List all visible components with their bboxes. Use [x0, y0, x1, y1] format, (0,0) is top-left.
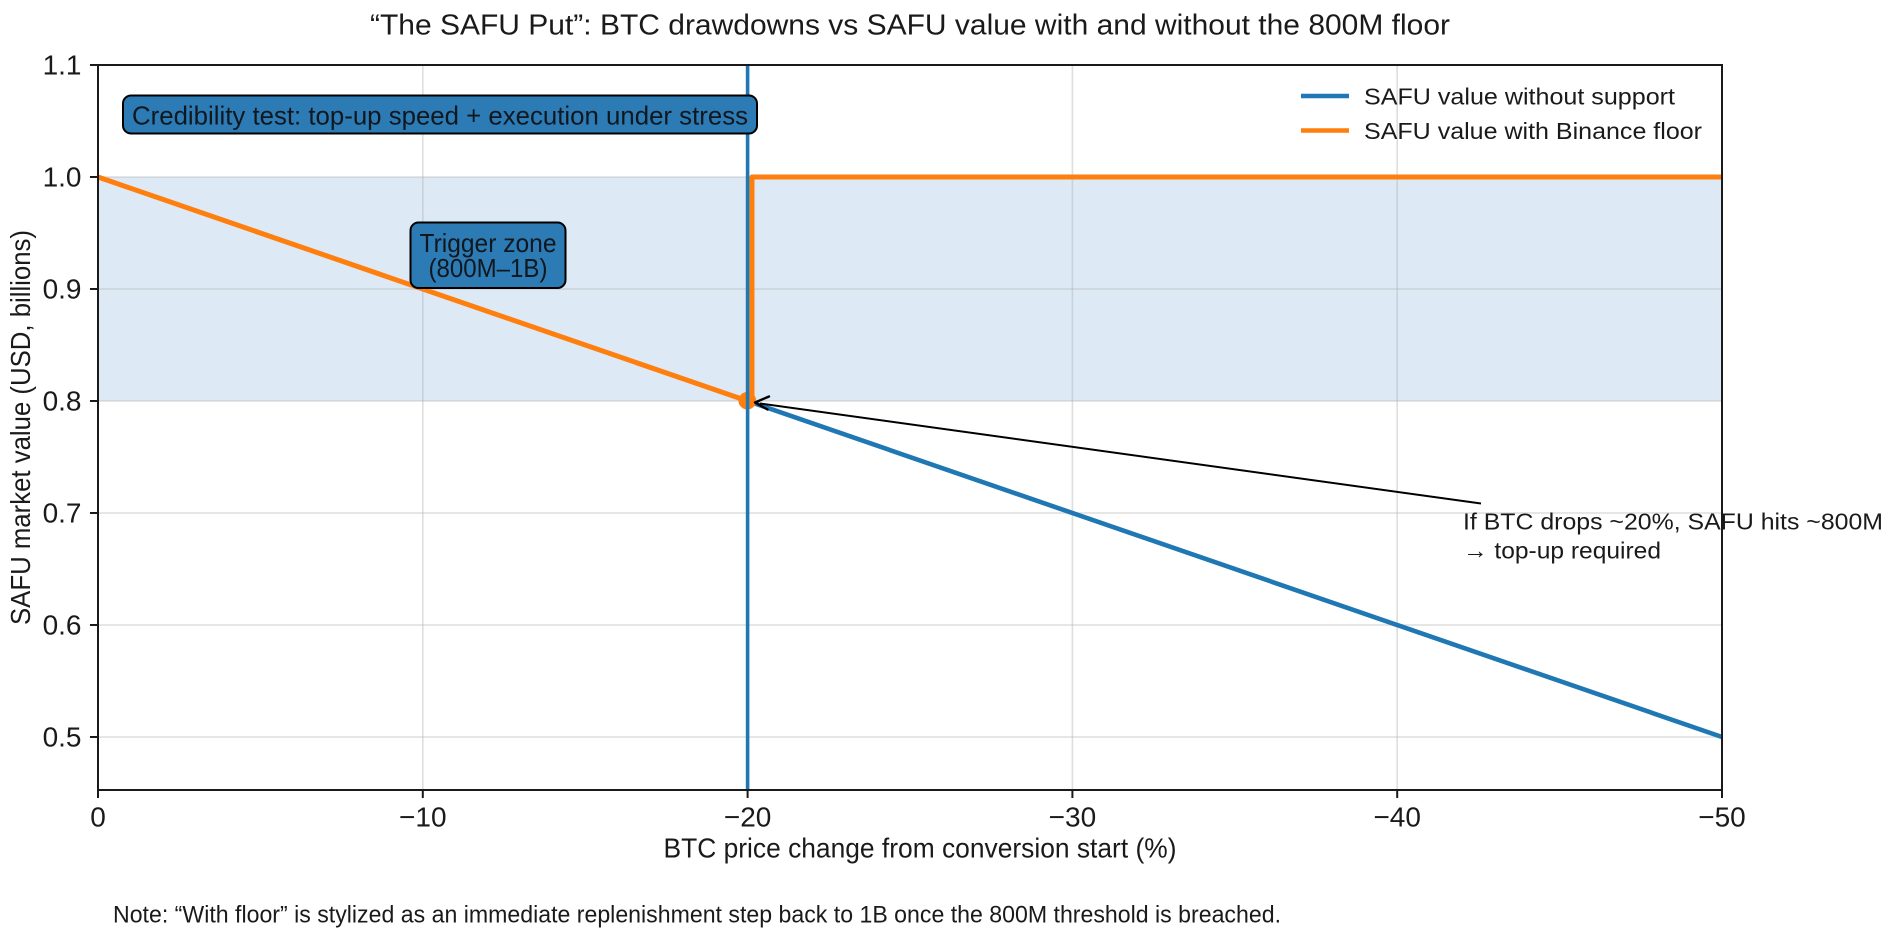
svg-text:Note: “With floor” is stylized: Note: “With floor” is stylized as an imm… [113, 902, 1281, 929]
svg-text:→ top-up required: → top-up required [1463, 538, 1661, 564]
svg-text:0.5: 0.5 [43, 722, 82, 753]
svg-text:0.7: 0.7 [43, 498, 82, 529]
svg-text:SAFU market value (USD, billio: SAFU market value (USD, billions) [5, 230, 36, 625]
svg-text:0: 0 [90, 802, 106, 833]
svg-text:If BTC drops ~20%, SAFU hits ~: If BTC drops ~20%, SAFU hits ~800M [1463, 509, 1883, 535]
svg-text:0.9: 0.9 [43, 274, 82, 305]
svg-text:Credibility test: top-up speed: Credibility test: top-up speed + executi… [132, 101, 748, 131]
svg-text:BTC price change from conversi: BTC price change from conversion start (… [664, 833, 1177, 864]
svg-text:SAFU value with Binance floor: SAFU value with Binance floor [1364, 118, 1702, 144]
svg-text:1.0: 1.0 [43, 162, 82, 193]
svg-text:0.8: 0.8 [43, 386, 82, 417]
svg-text:“The SAFU Put”: BTC drawdowns: “The SAFU Put”: BTC drawdowns vs SAFU va… [370, 10, 1451, 42]
svg-text:Trigger zone: Trigger zone [420, 228, 557, 258]
svg-text:−40: −40 [1373, 802, 1421, 833]
svg-text:1.1: 1.1 [43, 50, 82, 81]
svg-text:0.6: 0.6 [43, 610, 82, 641]
svg-text:−10: −10 [399, 802, 447, 833]
svg-text:SAFU value without support: SAFU value without support [1364, 84, 1675, 110]
svg-text:−50: −50 [1698, 802, 1746, 833]
svg-text:(800M–1B): (800M–1B) [429, 253, 548, 283]
svg-text:−30: −30 [1049, 802, 1097, 833]
svg-text:−20: −20 [724, 802, 772, 833]
